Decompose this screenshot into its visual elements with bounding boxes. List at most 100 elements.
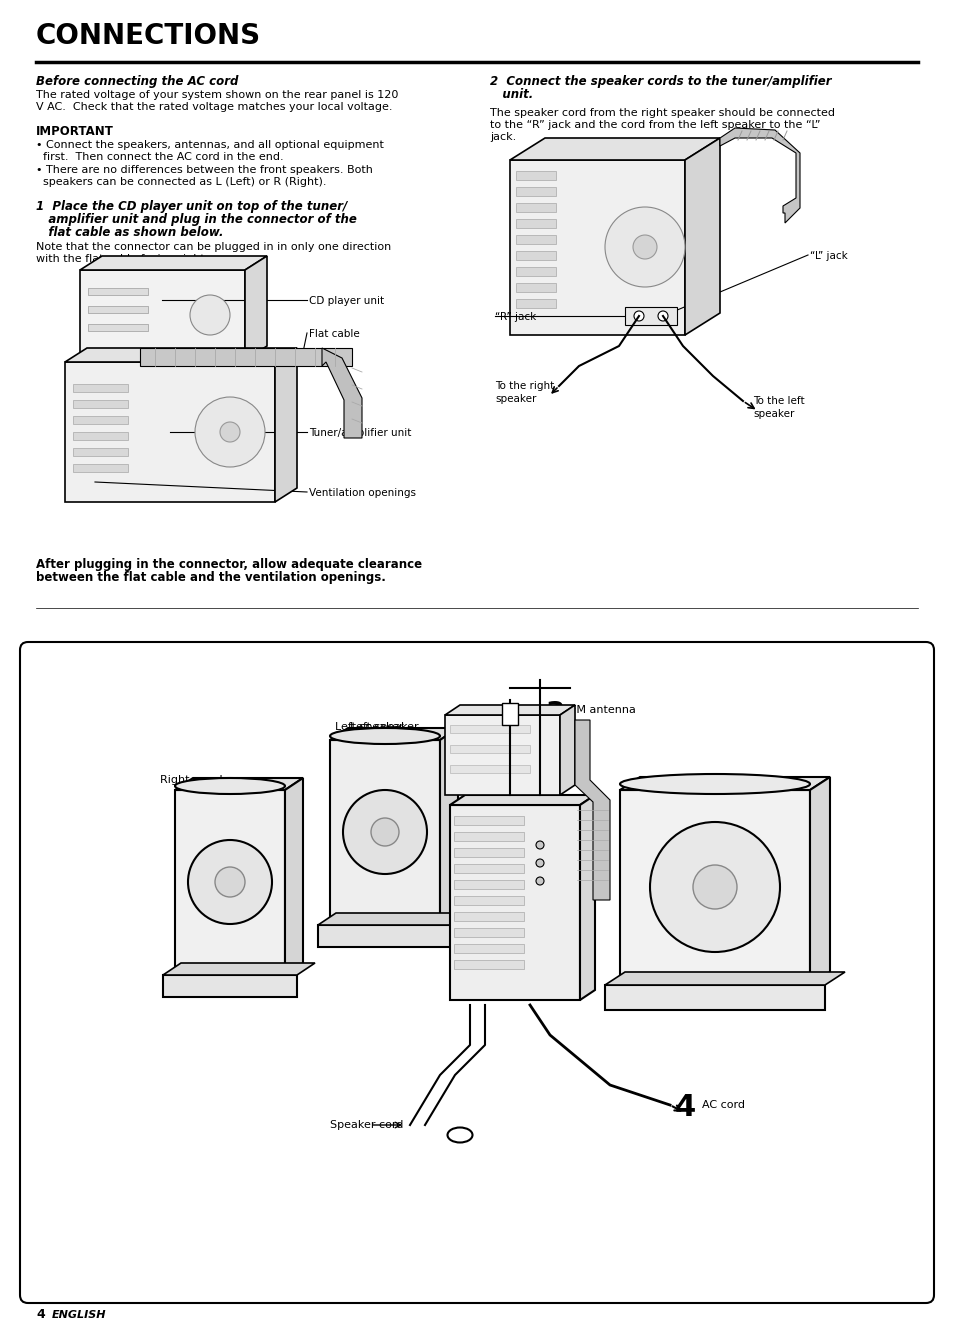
- Bar: [317, 924, 452, 947]
- Bar: [450, 765, 530, 773]
- Bar: [454, 833, 523, 841]
- Bar: [454, 944, 523, 954]
- Bar: [140, 348, 352, 366]
- Polygon shape: [444, 705, 575, 716]
- Polygon shape: [604, 972, 844, 986]
- Circle shape: [634, 311, 643, 321]
- Text: AM antenna: AM antenna: [481, 739, 549, 750]
- Text: 2: 2: [544, 975, 565, 1004]
- Text: speakers can be connected as L (Left) or R (Right).: speakers can be connected as L (Left) or…: [36, 177, 326, 188]
- Circle shape: [536, 859, 543, 867]
- Ellipse shape: [330, 728, 439, 743]
- Circle shape: [658, 311, 667, 321]
- Bar: [516, 188, 556, 196]
- Polygon shape: [245, 255, 267, 360]
- Polygon shape: [450, 795, 595, 805]
- Bar: [450, 805, 579, 1000]
- Text: speaker: speaker: [752, 410, 794, 419]
- Text: Before connecting the AC cord: Before connecting the AC cord: [36, 74, 238, 88]
- Polygon shape: [575, 720, 609, 900]
- Text: to the “R” jack and the cord from the left speaker to the “L”: to the “R” jack and the cord from the le…: [490, 120, 820, 130]
- Text: 4: 4: [36, 1307, 45, 1321]
- Circle shape: [220, 422, 240, 442]
- Bar: [163, 975, 296, 998]
- Polygon shape: [80, 255, 267, 270]
- Text: 1  Place the CD player unit on top of the tuner/: 1 Place the CD player unit on top of the…: [36, 200, 347, 213]
- Text: Ventilation openings: Ventilation openings: [309, 488, 416, 497]
- Text: first.  Then connect the AC cord in the end.: first. Then connect the AC cord in the e…: [36, 152, 283, 162]
- Text: To the left: To the left: [752, 396, 803, 406]
- Bar: [73, 400, 128, 408]
- Circle shape: [371, 818, 398, 846]
- Bar: [604, 986, 824, 1009]
- Polygon shape: [720, 128, 800, 223]
- Bar: [516, 219, 556, 227]
- Text: IMPORTANT: IMPORTANT: [36, 125, 113, 138]
- Text: amplifier unit and plug in the connector of the: amplifier unit and plug in the connector…: [36, 213, 356, 226]
- Bar: [174, 790, 285, 975]
- Polygon shape: [510, 138, 720, 160]
- Circle shape: [604, 207, 684, 287]
- Ellipse shape: [619, 774, 809, 794]
- Bar: [516, 203, 556, 211]
- Bar: [516, 267, 556, 277]
- Polygon shape: [174, 778, 303, 790]
- Text: • There are no differences between the front speakers. Both: • There are no differences between the f…: [36, 165, 373, 176]
- Polygon shape: [322, 348, 361, 438]
- Circle shape: [536, 876, 543, 884]
- Polygon shape: [285, 778, 303, 975]
- Bar: [516, 299, 556, 309]
- Text: ENGLISH: ENGLISH: [52, 1310, 107, 1319]
- Bar: [516, 251, 556, 259]
- Bar: [619, 790, 809, 986]
- Circle shape: [214, 867, 245, 896]
- Bar: [73, 464, 128, 472]
- Text: “L” jack: “L” jack: [809, 251, 847, 261]
- Text: 3: 3: [544, 700, 564, 728]
- Polygon shape: [684, 138, 720, 335]
- Polygon shape: [317, 912, 470, 924]
- Text: jack.: jack.: [490, 132, 516, 142]
- Bar: [454, 880, 523, 888]
- Text: flat cable as shown below.: flat cable as shown below.: [36, 226, 223, 239]
- Circle shape: [343, 790, 427, 874]
- Bar: [454, 864, 523, 872]
- Bar: [624, 307, 677, 325]
- Text: FM antenna: FM antenna: [569, 705, 636, 716]
- Polygon shape: [274, 348, 296, 501]
- Polygon shape: [579, 795, 595, 1000]
- Text: The speaker cord from the right speaker should be connected: The speaker cord from the right speaker …: [490, 108, 834, 118]
- Circle shape: [188, 841, 272, 924]
- Bar: [73, 416, 128, 424]
- Polygon shape: [330, 728, 457, 739]
- Text: Tuner/amplifier unit: Tuner/amplifier unit: [309, 428, 411, 438]
- Text: between the flat cable and the ventilation openings.: between the flat cable and the ventilati…: [36, 571, 385, 584]
- Circle shape: [633, 235, 657, 259]
- Bar: [65, 362, 274, 501]
- Polygon shape: [619, 777, 829, 790]
- Text: Right speaker: Right speaker: [160, 775, 237, 785]
- Bar: [454, 849, 523, 857]
- Bar: [454, 960, 523, 970]
- Ellipse shape: [447, 1128, 472, 1142]
- Polygon shape: [809, 777, 829, 986]
- Bar: [516, 283, 556, 293]
- Text: To the right: To the right: [495, 380, 554, 391]
- Text: “R” jack: “R” jack: [495, 313, 536, 322]
- Bar: [516, 235, 556, 243]
- Polygon shape: [163, 963, 314, 975]
- Bar: [454, 928, 523, 938]
- Text: AC cord: AC cord: [701, 1100, 744, 1111]
- Text: 2  Connect the speaker cords to the tuner/amplifier: 2 Connect the speaker cords to the tuner…: [490, 74, 831, 88]
- Text: Speaker cord: Speaker cord: [330, 1120, 403, 1130]
- Polygon shape: [65, 348, 296, 362]
- Bar: [510, 160, 684, 335]
- Bar: [444, 716, 559, 795]
- Text: Left speaker: Left speaker: [350, 722, 418, 732]
- Bar: [73, 384, 128, 392]
- Text: CD player unit: CD player unit: [309, 297, 384, 306]
- Bar: [88, 325, 148, 331]
- Text: 3: 3: [450, 735, 469, 763]
- Bar: [88, 289, 148, 295]
- Text: unit.: unit.: [490, 88, 533, 101]
